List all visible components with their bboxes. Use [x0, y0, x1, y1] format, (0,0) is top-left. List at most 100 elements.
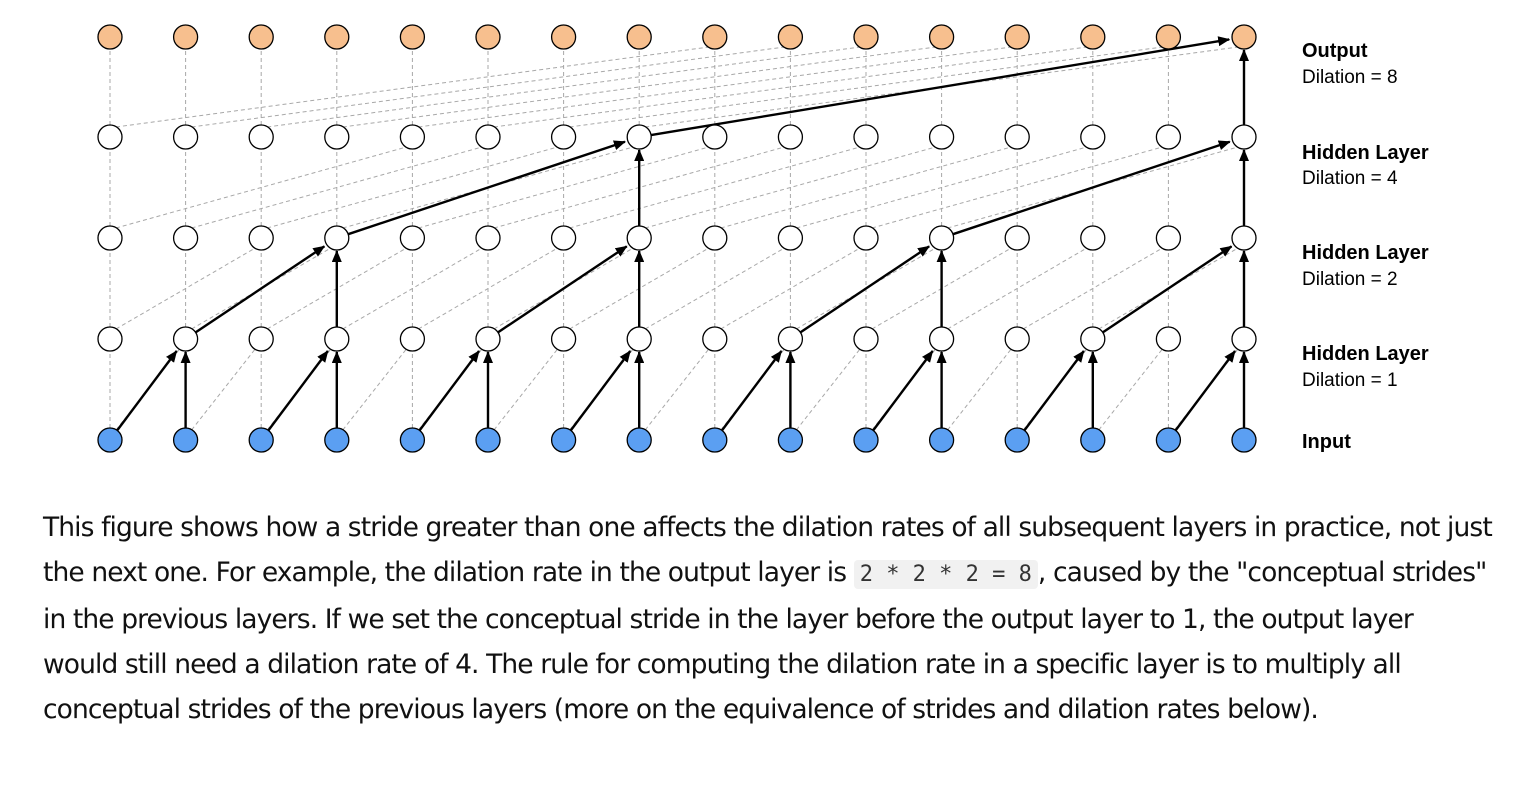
layer-label-output: Output Dilation = 8	[1302, 40, 1398, 88]
passive-edge	[645, 46, 1239, 128]
passive-edge	[115, 146, 407, 229]
active-edge	[1174, 350, 1236, 432]
hidden-node	[928, 124, 955, 150]
layer-label-hidden-4: Hidden Layer Dilation = 4	[1302, 142, 1429, 189]
input-node	[928, 427, 955, 453]
output-node	[1004, 24, 1030, 50]
dilated-convolution-diagram: Output Dilation = 8 Hidden Layer Dilatio…	[97, 24, 1429, 453]
passive-edge	[191, 46, 785, 128]
active-edge	[1023, 350, 1085, 432]
input-node	[702, 427, 728, 453]
layer-subtitle: Dilation = 8	[1302, 67, 1398, 88]
hidden-node	[248, 225, 274, 251]
hidden-node	[1080, 225, 1106, 251]
caption-inline-code: 2 * 2 * 2 = 8	[853, 560, 1038, 589]
hidden-node	[702, 326, 728, 352]
input-node	[1004, 427, 1030, 453]
hidden-node	[853, 124, 879, 150]
active-edge	[952, 140, 1231, 236]
active-edges	[116, 36, 1249, 432]
hidden-node	[626, 326, 652, 352]
active-edge	[872, 350, 934, 432]
output-node	[1155, 24, 1182, 50]
passive-edge	[645, 146, 936, 229]
output-node	[928, 24, 955, 50]
input-node	[1231, 427, 1257, 453]
passive-edge	[720, 247, 861, 330]
hidden-node	[248, 124, 274, 150]
active-edge	[497, 245, 628, 334]
hidden-node	[475, 225, 501, 251]
active-edge	[267, 350, 329, 432]
hidden-node	[1231, 326, 1257, 352]
nodes	[97, 24, 1257, 453]
hidden-node	[475, 326, 501, 352]
hidden-node	[1004, 124, 1030, 150]
output-node	[475, 24, 501, 50]
hidden-node	[550, 326, 577, 352]
output-node	[550, 24, 577, 50]
passive-edge	[569, 46, 1163, 128]
hidden-node	[172, 326, 199, 352]
passive-edge	[871, 146, 1163, 229]
output-node	[1231, 24, 1257, 50]
hidden-node	[1080, 326, 1106, 352]
passive-edge	[644, 348, 710, 431]
output-node	[777, 24, 804, 50]
input-node	[324, 427, 350, 453]
active-edge	[347, 140, 626, 236]
hidden-node	[399, 326, 426, 352]
passive-edge	[115, 247, 256, 330]
input-node	[550, 427, 577, 453]
passive-edge	[115, 46, 709, 128]
passive-edge	[720, 146, 1012, 229]
active-edge	[799, 245, 930, 334]
hidden-node	[1004, 225, 1030, 251]
hidden-node	[928, 225, 955, 251]
passive-edge	[1098, 348, 1163, 431]
caption-text: , caused by the "conceptual strides" in …	[43, 557, 1487, 725]
input-node	[1155, 427, 1182, 453]
layer-title: Hidden Layer	[1302, 242, 1429, 264]
layer-label-input: Input	[1302, 431, 1351, 453]
hidden-node	[1004, 326, 1030, 352]
hidden-node	[853, 326, 879, 352]
layer-label-hidden-2: Hidden Layer Dilation = 2	[1302, 242, 1429, 290]
passive-edge	[342, 348, 407, 431]
output-node	[626, 24, 652, 50]
hidden-node	[777, 326, 804, 352]
layer-title: Hidden Layer	[1302, 343, 1429, 365]
output-node	[702, 24, 728, 50]
active-edge	[418, 350, 480, 432]
layer-title: Output	[1302, 40, 1368, 62]
output-node	[324, 24, 350, 50]
hidden-node	[399, 225, 426, 251]
passive-edge	[267, 46, 861, 128]
hidden-node	[777, 225, 804, 251]
active-edge	[1102, 245, 1233, 334]
input-node	[1080, 427, 1106, 453]
output-node	[399, 24, 426, 50]
passive-edge	[493, 348, 558, 431]
passive-edges	[109, 46, 1245, 431]
passive-edge	[493, 46, 1087, 128]
layer-subtitle: Dilation = 4	[1302, 168, 1398, 189]
active-edge	[721, 350, 783, 432]
hidden-node	[1080, 124, 1106, 150]
passive-edge	[418, 247, 558, 330]
passive-edge	[191, 146, 483, 229]
layer-title: Hidden Layer	[1302, 142, 1429, 164]
output-node	[172, 24, 199, 50]
active-edge	[650, 36, 1231, 137]
layer-subtitle: Dilation = 2	[1302, 269, 1398, 290]
input-node	[475, 427, 501, 453]
hidden-node	[172, 124, 199, 150]
hidden-node	[399, 124, 426, 150]
hidden-node	[702, 124, 728, 150]
hidden-node	[324, 124, 350, 150]
input-node	[248, 427, 274, 453]
hidden-node	[626, 225, 652, 251]
hidden-node	[324, 225, 350, 251]
hidden-node	[1231, 124, 1257, 150]
output-node	[97, 24, 123, 50]
